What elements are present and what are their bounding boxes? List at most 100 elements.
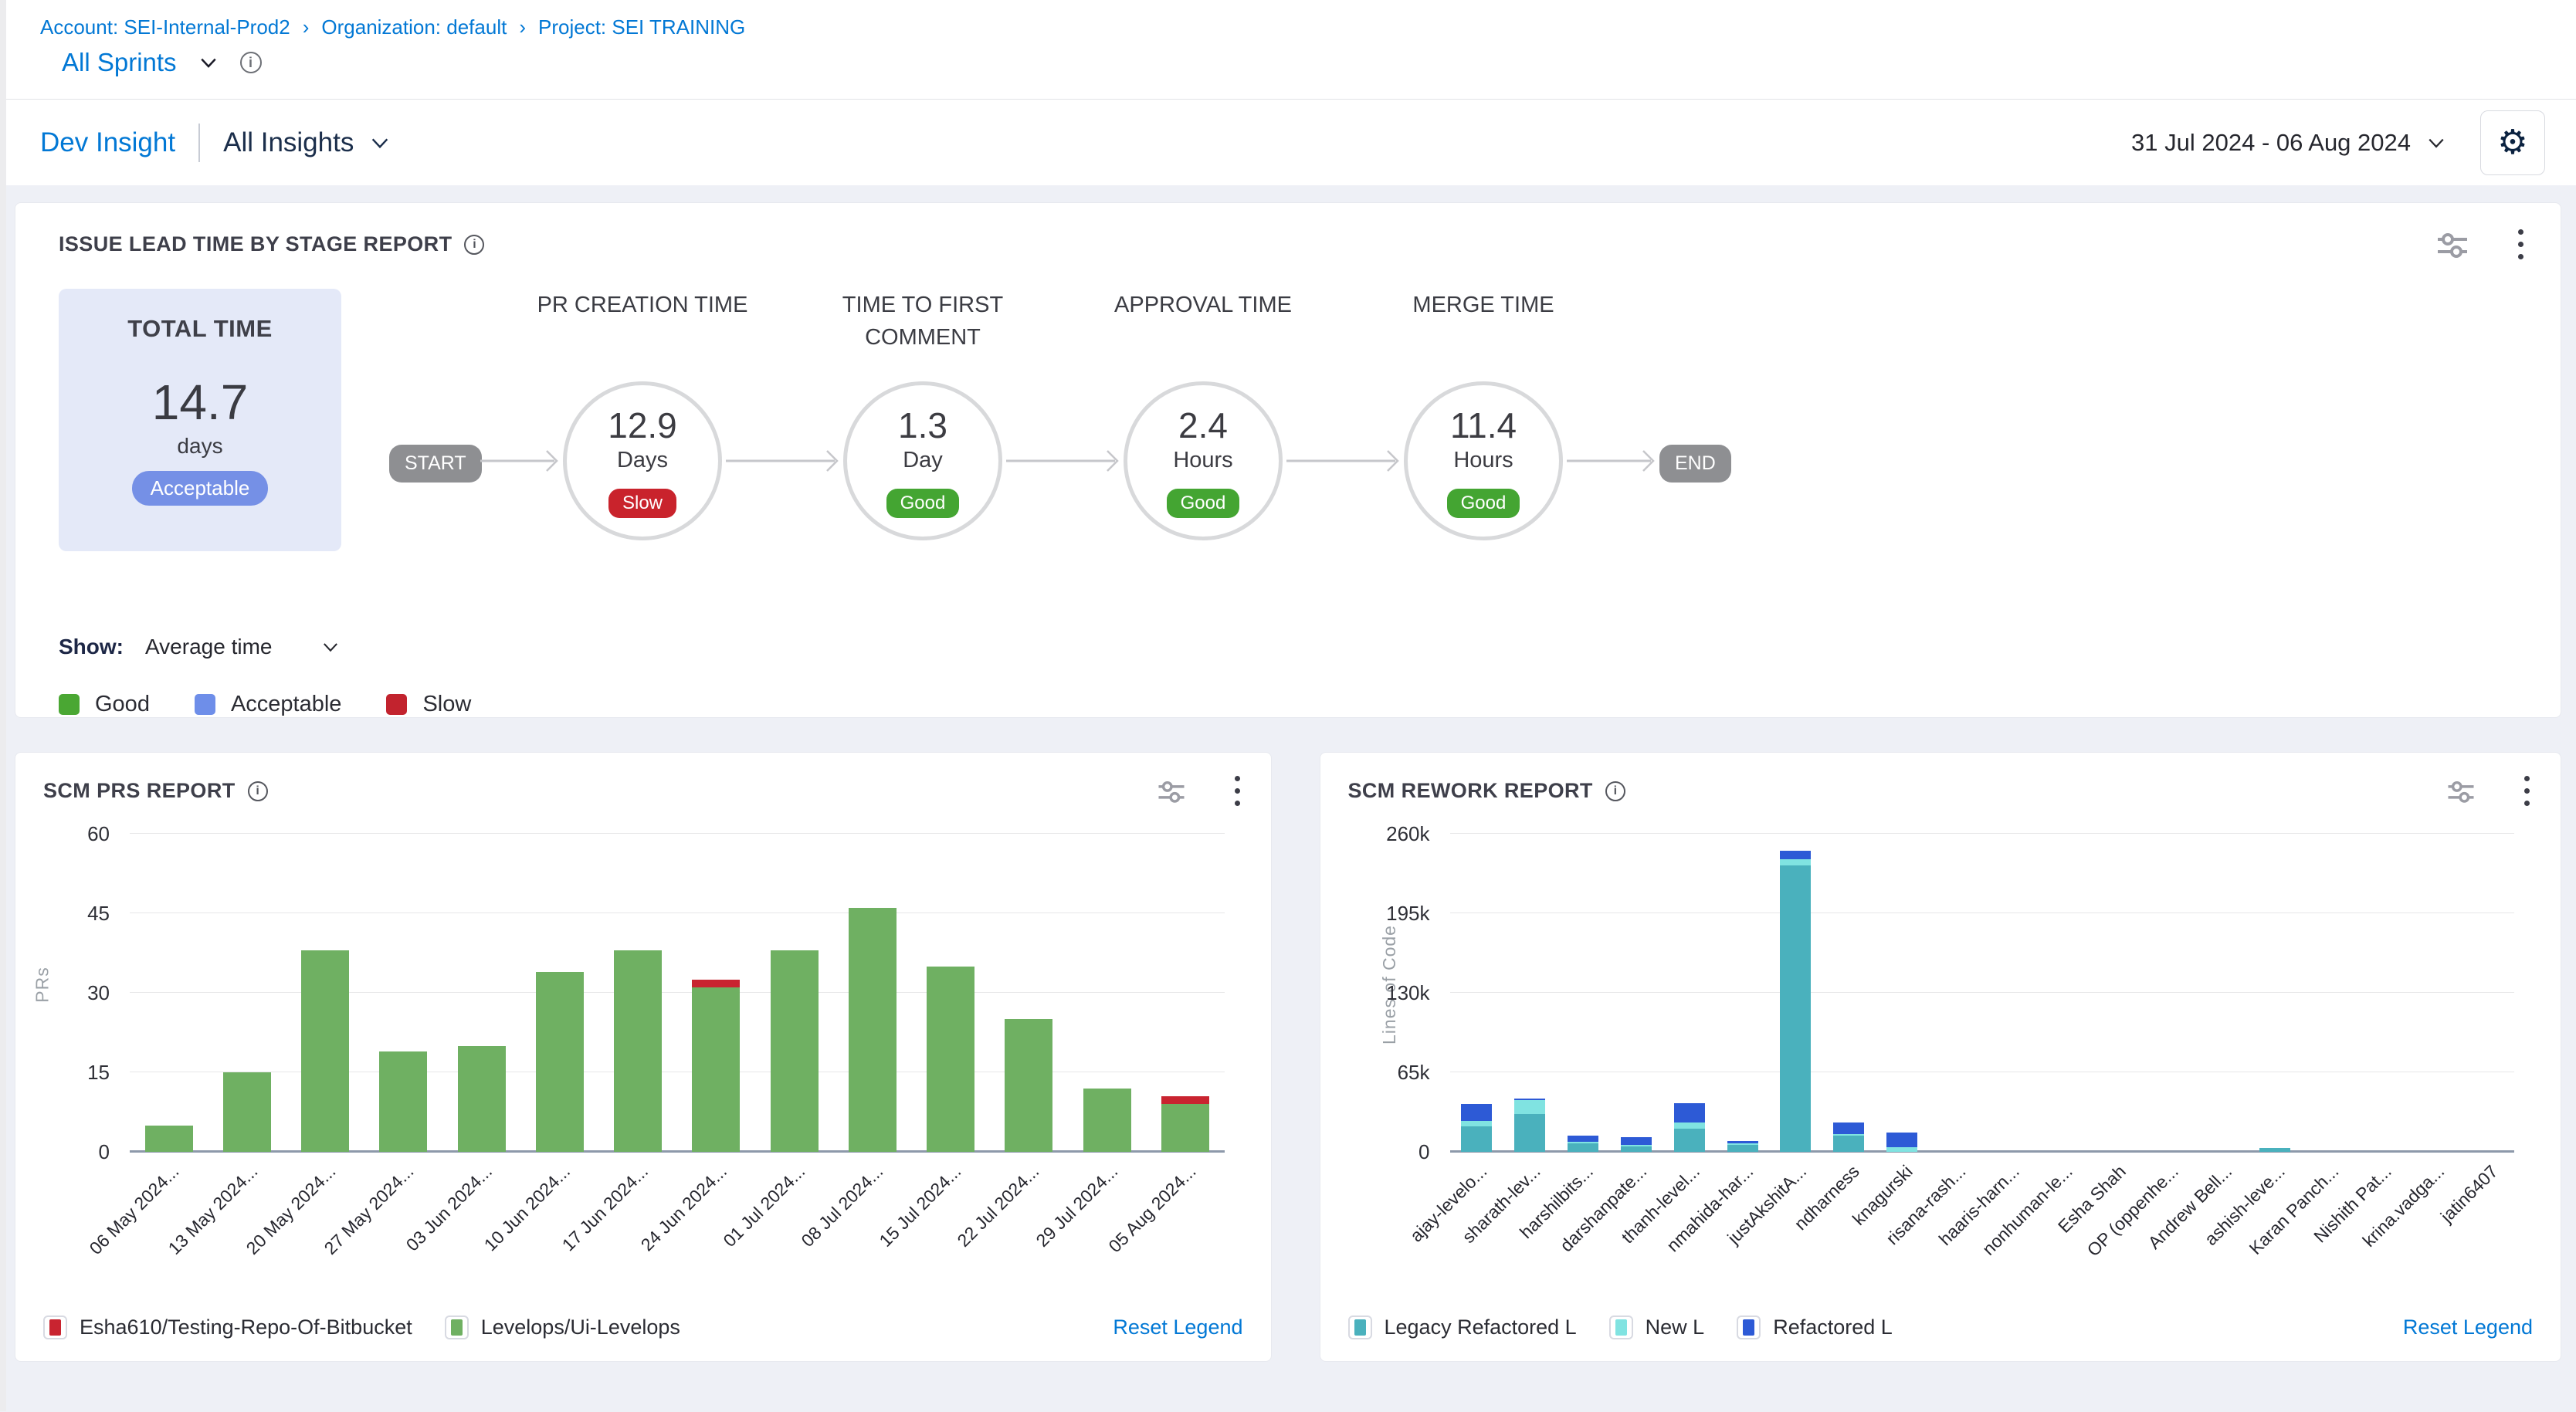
bar[interactable]: [692, 979, 741, 1152]
bar-segment[interactable]: [770, 950, 819, 1152]
bar-segment[interactable]: [848, 908, 897, 1152]
bar-segment[interactable]: [1161, 1104, 1209, 1152]
bar-segment[interactable]: [1727, 1144, 1758, 1152]
settings-button[interactable]: ⚙: [2480, 110, 2545, 175]
bar[interactable]: [1083, 1088, 1131, 1152]
bar-segment[interactable]: [1513, 1100, 1545, 1114]
bar-segment[interactable]: [1460, 1126, 1492, 1152]
bar-segment[interactable]: [2259, 1148, 2290, 1152]
info-icon[interactable]: i: [247, 780, 268, 801]
legend-item[interactable]: Levelops/Ui-Levelops: [444, 1315, 680, 1339]
bar-segment[interactable]: [1833, 1136, 1865, 1152]
bar[interactable]: [535, 971, 584, 1152]
bar-segment[interactable]: [1083, 1088, 1131, 1152]
bar-segment[interactable]: [1460, 1121, 1492, 1126]
bar[interactable]: [927, 966, 975, 1152]
insights-dropdown[interactable]: All Insights: [223, 127, 392, 158]
bar-slot: [990, 834, 1068, 1152]
bar-segment[interactable]: [1620, 1137, 1652, 1146]
breadcrumb-account-link[interactable]: Account: SEI-Internal-Prod2: [40, 15, 290, 39]
bar[interactable]: [1005, 1019, 1053, 1152]
bar-segment[interactable]: [1780, 851, 1812, 860]
bar-segment[interactable]: [144, 1125, 193, 1152]
bar-segment[interactable]: [1780, 865, 1812, 1152]
bar-segment[interactable]: [1161, 1095, 1209, 1105]
bar-segment[interactable]: [1005, 1019, 1053, 1152]
bar[interactable]: [1673, 1102, 1705, 1152]
info-icon[interactable]: i: [239, 52, 262, 73]
bar[interactable]: [1513, 1099, 1545, 1152]
bar[interactable]: [614, 950, 663, 1152]
filter-sliders-icon[interactable]: [2446, 777, 2476, 805]
sprint-selector[interactable]: All Sprints: [62, 48, 177, 76]
bar-segment[interactable]: [1620, 1146, 1652, 1152]
bar-segment[interactable]: [692, 987, 741, 1152]
kebab-menu-icon[interactable]: [1232, 773, 1243, 809]
bar[interactable]: [301, 950, 350, 1152]
bar[interactable]: [222, 1072, 271, 1152]
bar-segment[interactable]: [1513, 1113, 1545, 1152]
bar-segment[interactable]: [1673, 1102, 1705, 1122]
bar-segment[interactable]: [379, 1051, 428, 1152]
bar-segment[interactable]: [301, 950, 350, 1152]
chevron-down-icon[interactable]: [197, 51, 220, 74]
bar[interactable]: [379, 1051, 428, 1152]
bar-segment[interactable]: [1620, 1145, 1652, 1146]
bar[interactable]: [1161, 1095, 1209, 1152]
legend-label: Good: [95, 692, 150, 716]
filter-sliders-icon[interactable]: [2435, 229, 2470, 260]
bar-segment[interactable]: [1833, 1122, 1865, 1135]
info-icon[interactable]: i: [1605, 780, 1625, 801]
show-dropdown[interactable]: Show: Average time: [59, 635, 341, 659]
bar-slot: [1876, 834, 1929, 1152]
bar[interactable]: [1780, 851, 1812, 1152]
date-range-picker[interactable]: 31 Jul 2024 - 06 Aug 2024: [2131, 129, 2448, 157]
bar[interactable]: [770, 950, 819, 1152]
bar-segment[interactable]: [1833, 1134, 1865, 1136]
bar-segment[interactable]: [1727, 1143, 1758, 1145]
bar-segment[interactable]: [1567, 1136, 1598, 1142]
bar-segment[interactable]: [1886, 1147, 1918, 1152]
bar-segment[interactable]: [1886, 1132, 1918, 1148]
bar[interactable]: [2259, 1148, 2290, 1152]
kebab-menu-icon[interactable]: [2521, 773, 2533, 809]
bar-segment[interactable]: [535, 971, 584, 1152]
filter-sliders-icon[interactable]: [1156, 777, 1187, 805]
breadcrumb-org-link[interactable]: Organization: default: [321, 15, 507, 39]
bar-segment[interactable]: [1673, 1122, 1705, 1129]
bar[interactable]: [1620, 1137, 1652, 1152]
bar-segment[interactable]: [1780, 859, 1812, 866]
bar[interactable]: [1727, 1140, 1758, 1152]
bar-segment[interactable]: [692, 979, 741, 988]
bar-segment[interactable]: [614, 950, 663, 1152]
bar-segment[interactable]: [927, 966, 975, 1152]
bar-segment[interactable]: [1567, 1143, 1598, 1152]
bar[interactable]: [1460, 1104, 1492, 1152]
vertical-divider: [198, 123, 201, 162]
legend-item[interactable]: Esha610/Testing-Repo-Of-Bitbucket: [43, 1315, 412, 1339]
breadcrumb-project-link[interactable]: Project: SEI TRAINING: [538, 15, 746, 39]
reset-legend-link[interactable]: Reset Legend: [2402, 1315, 2533, 1339]
bar-segment[interactable]: [1673, 1128, 1705, 1152]
legend-item[interactable]: Refactored L: [1737, 1315, 1893, 1339]
legend-item[interactable]: New L: [1608, 1315, 1704, 1339]
bar-segment[interactable]: [1567, 1141, 1598, 1143]
info-icon[interactable]: i: [464, 234, 485, 255]
bar-segment[interactable]: [1513, 1099, 1545, 1101]
total-time-title: TOTAL TIME: [127, 314, 273, 342]
bar-segment[interactable]: [222, 1072, 271, 1152]
dev-insight-link[interactable]: Dev Insight: [40, 127, 176, 157]
bar-segment[interactable]: [1460, 1104, 1492, 1122]
kebab-menu-icon[interactable]: [2515, 226, 2527, 262]
bar[interactable]: [1886, 1132, 1918, 1152]
reset-legend-link[interactable]: Reset Legend: [1113, 1315, 1243, 1339]
bar-segment[interactable]: [457, 1045, 506, 1152]
bar-slot: [1716, 834, 1769, 1152]
bar-segment[interactable]: [1727, 1140, 1758, 1143]
bar[interactable]: [457, 1045, 506, 1152]
bar[interactable]: [1833, 1122, 1865, 1152]
bar[interactable]: [848, 908, 897, 1152]
bar[interactable]: [1567, 1136, 1598, 1152]
legend-item[interactable]: Legacy Refactored L: [1347, 1315, 1577, 1339]
bar[interactable]: [144, 1125, 193, 1152]
